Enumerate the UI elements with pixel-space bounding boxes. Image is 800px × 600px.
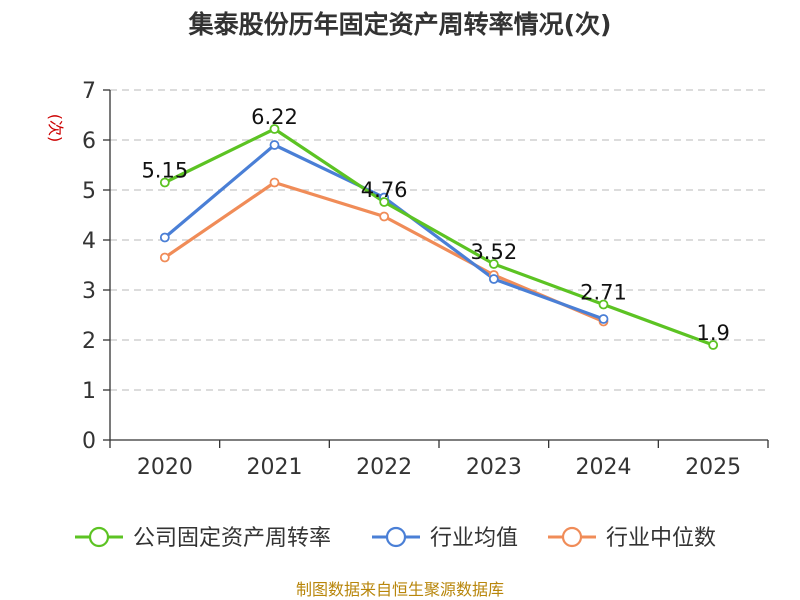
x-tick-label: 2020	[137, 455, 193, 480]
legend[interactable]: 公司固定资产周转率 行业均值 行业中位数	[75, 526, 716, 551]
legend-label: 行业均值	[430, 526, 518, 551]
series-line-0	[164, 127, 714, 347]
chart-title: 集泰股份历年固定资产周转率情况(次)	[188, 10, 612, 39]
data-point[interactable]	[159, 232, 170, 243]
x-tick-label: 2021	[247, 455, 303, 480]
legend-item-0[interactable]: 公司固定资产周转率	[75, 526, 331, 551]
legend-swatch-marker	[561, 526, 583, 548]
y-tick-label: 1	[82, 379, 96, 404]
legend-swatch-marker	[88, 526, 110, 548]
y-axis-label: (次)	[46, 114, 65, 143]
y-tick-label: 0	[82, 429, 96, 454]
legend-label: 公司固定资产周转率	[133, 526, 331, 551]
data-point[interactable]	[379, 197, 390, 207]
data-point[interactable]	[159, 252, 170, 263]
data-labels: 5.15 6.22 4.76 3.52 2.71 1.9	[141, 105, 729, 345]
data-label: 1.9	[696, 321, 729, 345]
series-lines	[163, 127, 714, 347]
x-tick-label: 2024	[576, 455, 632, 480]
data-point[interactable]	[379, 211, 390, 222]
y-tick-label: 3	[82, 279, 96, 304]
x-tick-label: 2023	[466, 455, 522, 480]
x-tick-label: 2022	[356, 455, 412, 480]
data-point[interactable]	[708, 340, 719, 350]
y-tick-label: 6	[82, 129, 96, 154]
data-point[interactable]	[269, 124, 280, 134]
data-point[interactable]	[488, 274, 499, 284]
y-tick-label: 4	[82, 229, 96, 254]
data-point[interactable]	[598, 314, 609, 324]
data-label: 3.52	[470, 240, 517, 264]
data-label: 2.71	[580, 281, 627, 305]
data-label: 5.15	[141, 159, 188, 183]
data-label: 4.76	[361, 178, 408, 202]
data-point[interactable]	[488, 259, 499, 269]
source-note: 制图数据来自恒生聚源数据库	[296, 580, 504, 599]
data-point[interactable]	[269, 177, 280, 188]
y-tick-label: 7	[82, 79, 96, 104]
data-point[interactable]	[598, 299, 609, 310]
axes: 0 1 2 3 4 5 6 7 2020 2021 2022 2023 2024 2025	[82, 79, 769, 480]
data-label: 6.22	[251, 105, 298, 129]
y-tick-label: 5	[82, 179, 96, 204]
data-point[interactable]	[159, 177, 170, 188]
legend-item-2[interactable]: 行业中位数	[548, 526, 716, 551]
legend-label: 行业中位数	[606, 526, 716, 551]
legend-item-1[interactable]: 行业均值	[372, 526, 518, 551]
data-point[interactable]	[269, 140, 280, 150]
series-points	[159, 124, 719, 350]
x-tick-label: 2025	[685, 455, 741, 480]
legend-swatch-marker	[385, 526, 407, 548]
y-tick-label: 2	[82, 329, 96, 354]
